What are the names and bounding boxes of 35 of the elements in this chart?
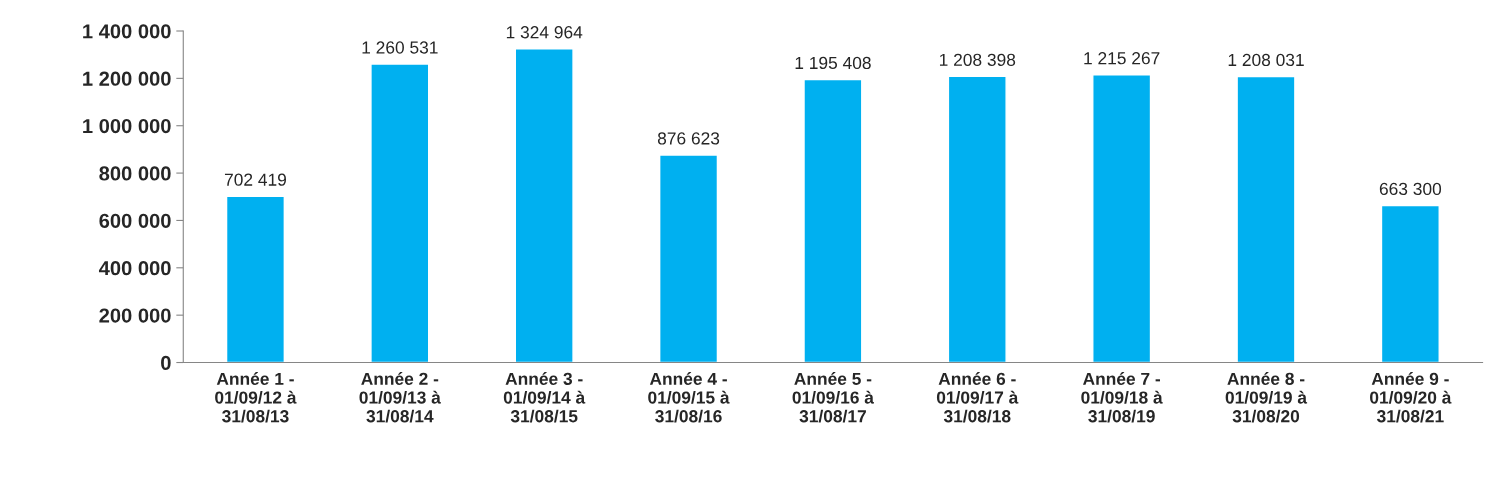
data-label: 1 260 531 bbox=[362, 41, 438, 54]
bar bbox=[225, 195, 286, 363]
bar bbox=[514, 48, 574, 363]
data-label: 876 623 bbox=[657, 132, 720, 145]
bar bbox=[947, 75, 1007, 363]
data-label: 702 419 bbox=[224, 173, 287, 186]
bar bbox=[370, 63, 430, 363]
x-tick-label: Année 4 - 01/09/15 à 31/08/16 bbox=[648, 372, 730, 423]
y-tick-label: 1 400 000 bbox=[83, 24, 171, 39]
y-tick-label: 1 000 000 bbox=[83, 118, 171, 134]
y-tick-label: 0 bbox=[161, 355, 171, 371]
y-tick-label: 400 000 bbox=[98, 261, 171, 276]
x-tick-label: Année 5 - 01/09/16 à 31/08/17 bbox=[792, 372, 874, 423]
x-tick-label: Année 1 - 01/09/12 à 31/08/13 bbox=[215, 372, 297, 423]
x-tick-label: Année 8 - 01/09/19 à 31/08/20 bbox=[1225, 372, 1308, 423]
x-tick-label: Année 9 - 01/09/20 à 31/08/21 bbox=[1370, 372, 1452, 423]
x-tick-label: Année 7 - 01/09/18 à 31/08/19 bbox=[1081, 372, 1163, 423]
bar bbox=[658, 154, 719, 363]
bar bbox=[803, 78, 863, 363]
y-tick-label: 1 200 000 bbox=[83, 71, 171, 86]
data-label: 1 208 031 bbox=[1228, 53, 1304, 67]
data-label: 1 324 964 bbox=[506, 26, 583, 39]
bar bbox=[1236, 75, 1296, 363]
bar bbox=[1380, 204, 1440, 363]
bar bbox=[1092, 74, 1152, 363]
y-tick-label: 800 000 bbox=[99, 166, 171, 181]
y-tick-label: 600 000 bbox=[99, 213, 171, 228]
x-tick-label: Année 6 - 01/09/17 à 31/08/18 bbox=[936, 372, 1019, 423]
x-tick-label: Année 3 - 01/09/14 à 31/08/15 bbox=[503, 372, 586, 423]
data-label: 1 195 408 bbox=[795, 56, 871, 70]
x-tick-label: Année 2 - 01/09/13 à 31/08/14 bbox=[359, 372, 441, 423]
y-tick-label: 200 000 bbox=[99, 308, 171, 323]
data-label: 663 300 bbox=[1379, 182, 1442, 196]
data-label: 1 208 398 bbox=[939, 53, 1016, 66]
data-label: 1 215 267 bbox=[1084, 52, 1160, 65]
